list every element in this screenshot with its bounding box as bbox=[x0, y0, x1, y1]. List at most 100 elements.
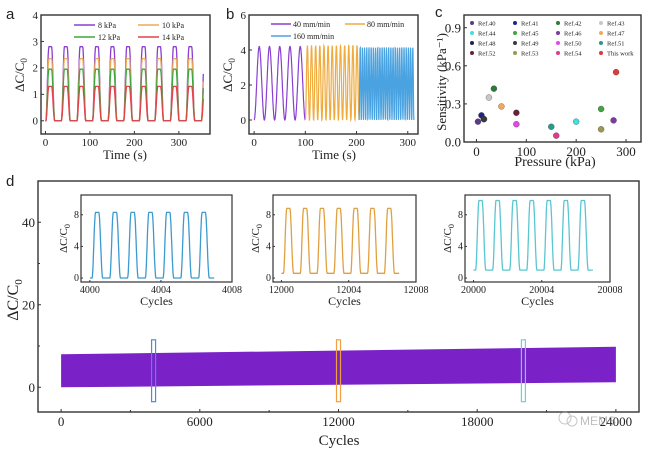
x-tick-label: 200 bbox=[126, 137, 143, 149]
panel-label-d: d bbox=[6, 173, 14, 190]
inset-x-tick-label: 20008 bbox=[598, 285, 623, 296]
inset-x-tick-label: 12008 bbox=[404, 285, 429, 296]
inset-x-tick-label: 20000 bbox=[461, 285, 486, 296]
legend-marker bbox=[556, 41, 560, 45]
legend-marker bbox=[513, 31, 517, 35]
watermark-text: MEMS bbox=[580, 414, 616, 428]
legend-label: Ref.46 bbox=[564, 31, 582, 38]
y-tick-label: 2 bbox=[241, 80, 247, 92]
wechat-icon bbox=[558, 411, 572, 425]
x-tick-label: 6000 bbox=[187, 414, 213, 429]
y-tick-label: 0 bbox=[29, 380, 36, 395]
x-tick-label: 0 bbox=[473, 144, 480, 159]
legend-marker bbox=[470, 41, 474, 45]
series-line bbox=[358, 45, 415, 122]
scatter-point bbox=[490, 85, 498, 92]
wechat-icon-bubble bbox=[566, 415, 578, 427]
legend-label: Ref.54 bbox=[564, 51, 582, 58]
legend-label: 8 kPa bbox=[98, 21, 116, 30]
x-tick-label: 300 bbox=[171, 137, 188, 149]
x-tick-label: 100 bbox=[517, 144, 537, 159]
x-tick-label: 200 bbox=[348, 137, 365, 149]
panel-a-chart: 0 100 200 300 0 1 2 3 4 8 kPa 10 kPa 12 kPa 14 k… bbox=[12, 10, 211, 162]
legend-label: Ref.51 bbox=[607, 41, 625, 48]
legend-label: Ref.44 bbox=[478, 31, 496, 38]
legend-marker bbox=[470, 31, 474, 35]
panel-label-c: c bbox=[435, 4, 443, 21]
series-line bbox=[45, 85, 204, 122]
y-tick-label: 20 bbox=[22, 297, 35, 312]
subscript: 0 bbox=[447, 224, 456, 228]
panel-label-a: a bbox=[6, 6, 15, 23]
inset-series-line bbox=[281, 207, 400, 274]
inset-x-tick-label: 12000 bbox=[269, 285, 294, 296]
y-tick-label: 6 bbox=[241, 10, 247, 22]
highlight-box bbox=[520, 339, 527, 403]
x-tick-label: 0 bbox=[58, 414, 65, 429]
panel-b-legend: 40 mm/min 80 mm/min 160 mm/min bbox=[271, 20, 404, 41]
panel-a-legend: 8 kPa 10 kPa 12 kPa 14 kPa bbox=[74, 21, 184, 42]
highlight-box bbox=[150, 339, 157, 403]
x-axis-label: Time (s) bbox=[103, 147, 147, 162]
inset-y-tick-label: 8 bbox=[266, 210, 271, 221]
scatter-point bbox=[498, 103, 505, 110]
y-axis-label: ΔC/C0 bbox=[5, 279, 25, 321]
legend-marker bbox=[513, 41, 517, 45]
legend-label: 40 mm/min bbox=[293, 20, 330, 29]
legend-label: Ref.42 bbox=[564, 21, 582, 28]
panel-c-chart: Ref.40 Ref.41 Ref.42 Ref.43 Ref.44 Ref.45 Ref.… bbox=[434, 14, 642, 170]
legend-marker bbox=[513, 51, 517, 55]
y-axis-label: Sensitivity (kPa⁻¹) bbox=[434, 33, 449, 131]
y-tick-label: 0.6 bbox=[445, 58, 462, 73]
x-tick-label: 12000 bbox=[322, 414, 355, 429]
inset-x-tick-label: 12004 bbox=[336, 285, 361, 296]
inset-chart: 12000 12004 12008 0 4 8 Cycles ΔC/C0 bbox=[250, 194, 429, 308]
scatter-point bbox=[610, 117, 617, 124]
y-tick-label: 40 bbox=[22, 215, 35, 230]
scatter-point bbox=[474, 118, 482, 125]
legend-marker bbox=[470, 21, 474, 25]
x-tick-label: 300 bbox=[616, 144, 636, 159]
inset-y-tick-label: 0 bbox=[74, 273, 79, 284]
inset-y-axis-label: ΔC/C0 bbox=[58, 224, 72, 253]
legend-label: Ref.45 bbox=[521, 31, 539, 38]
y-tick-label: 0 bbox=[33, 116, 39, 128]
legend-label: Ref.43 bbox=[607, 21, 625, 28]
y-tick-label: 1 bbox=[33, 89, 39, 101]
y-tick-label: 3 bbox=[33, 36, 39, 48]
inset-y-tick-label: 8 bbox=[74, 210, 79, 221]
inset-x-axis-label: Cycles bbox=[521, 294, 554, 308]
legend-marker bbox=[599, 31, 603, 35]
subscript: 0 bbox=[63, 224, 72, 228]
legend-marker bbox=[556, 51, 560, 55]
scatter-point bbox=[573, 118, 580, 125]
series-line bbox=[253, 45, 306, 121]
inset-frame bbox=[80, 194, 233, 283]
x-axis-label: Time (s) bbox=[312, 147, 356, 162]
panel-c-frame bbox=[463, 14, 642, 143]
legend-label: Ref.49 bbox=[521, 41, 539, 48]
y-tick-label: 0.0 bbox=[445, 135, 461, 150]
panel-b-frame bbox=[248, 14, 419, 135]
legend-label: Ref.50 bbox=[564, 41, 582, 48]
x-tick-label: 0 bbox=[251, 137, 257, 149]
y-axis-label: ΔC/C0 bbox=[220, 58, 237, 92]
inset-x-tick-label: 4004 bbox=[151, 285, 171, 296]
legend-marker bbox=[599, 21, 603, 25]
panel-a-frame bbox=[40, 14, 211, 135]
scatter-point bbox=[597, 126, 605, 133]
legend-marker bbox=[556, 31, 560, 35]
legend-label: Ref.53 bbox=[521, 51, 539, 58]
legend-marker bbox=[599, 41, 603, 45]
legend-label: 12 kPa bbox=[98, 33, 120, 42]
inset-y-tick-label: 0 bbox=[458, 273, 463, 284]
scatter-point bbox=[597, 105, 605, 113]
inset-chart: 20000 20004 20008 0 4 8 Cycles ΔC/C0 bbox=[442, 194, 623, 308]
highlight-box bbox=[335, 339, 342, 403]
scatter-point bbox=[553, 132, 560, 139]
scatter-point bbox=[548, 123, 555, 130]
x-tick-label: 200 bbox=[566, 144, 586, 159]
inset-x-tick-label: 4008 bbox=[222, 285, 242, 296]
